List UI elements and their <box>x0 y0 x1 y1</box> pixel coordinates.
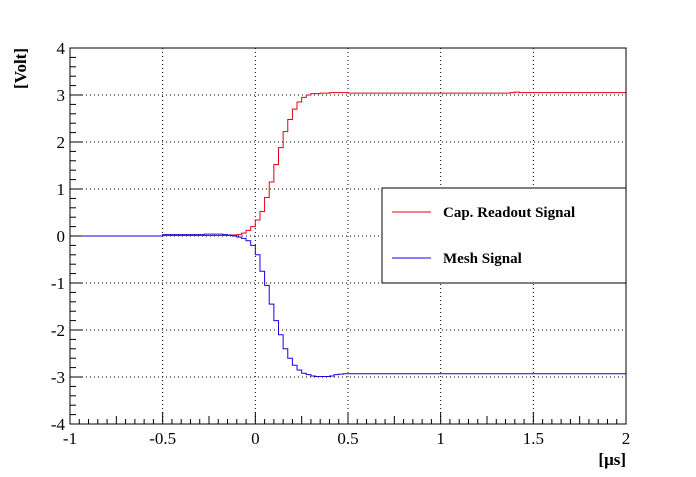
series-group <box>70 91 626 378</box>
y-tick-label: -2 <box>51 321 65 340</box>
x-tick-label: 1.5 <box>523 429 544 448</box>
y-tick-label: 2 <box>57 133 66 152</box>
x-tick-label: -1 <box>63 429 77 448</box>
x-tick-label: 0.5 <box>337 429 358 448</box>
tick-labels: -1 -0.5 0 0.5 1 1.5 2 -4 -3 -2 -1 0 1 2 3 4 <box>51 39 630 448</box>
x-tick-label: -0.5 <box>149 429 176 448</box>
y-tick-label: -4 <box>51 415 66 434</box>
x-tick-label: 2 <box>622 429 631 448</box>
series-line-mesh <box>70 233 626 378</box>
y-tick-label: 0 <box>57 227 66 246</box>
legend: Cap. Readout Signal Mesh Signal <box>381 187 627 284</box>
series-line-cap-readout <box>70 91 626 237</box>
y-tick-label: 3 <box>57 86 66 105</box>
legend-label-mesh: Mesh Signal <box>443 251 522 267</box>
y-tick-label: 4 <box>57 39 66 58</box>
y-tick-label: -1 <box>51 274 65 293</box>
y-tick-label: 1 <box>57 180 66 199</box>
x-tick-label: 1 <box>436 429 445 448</box>
x-axis-title: [μs] <box>598 450 626 469</box>
y-axis-title: [Volt] <box>11 48 30 89</box>
legend-label-cap-readout: Cap. Readout Signal <box>443 205 575 221</box>
x-tick-label: 0 <box>251 429 260 448</box>
legend-box <box>381 187 627 284</box>
y-tick-label: -3 <box>51 368 65 387</box>
axis-ticks <box>69 47 627 425</box>
